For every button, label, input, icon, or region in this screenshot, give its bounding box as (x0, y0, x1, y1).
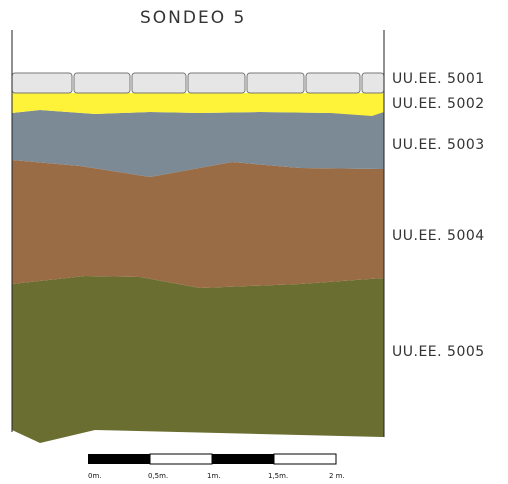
scale-bar: 0m. 0,5m. 1m. 1,5m. 2 m. (88, 453, 345, 480)
layer-label-5003: UU.EE. 5003 (392, 137, 485, 153)
layer-5001 (11, 72, 385, 94)
scale-label-0: 0m. (88, 472, 102, 480)
scale-label-2: 1m. (207, 472, 221, 480)
scale-label-3: 1,5m. (268, 472, 288, 480)
layer-label-5005: UU.EE. 5005 (392, 344, 485, 360)
layer-5004 (12, 160, 384, 288)
layer-label-5004: UU.EE. 5004 (392, 228, 485, 244)
scale-label-1: 0,5m. (148, 472, 168, 480)
layer-5002 (12, 93, 384, 116)
layer-5005 (12, 276, 384, 443)
layer-label-5001: UU.EE. 5001 (392, 71, 485, 87)
layer-label-5002: UU.EE. 5002 (392, 96, 485, 112)
layer-5003 (12, 110, 384, 177)
scale-label-4: 2 m. (329, 472, 345, 480)
diagram-title: SONDEO 5 (140, 8, 247, 28)
